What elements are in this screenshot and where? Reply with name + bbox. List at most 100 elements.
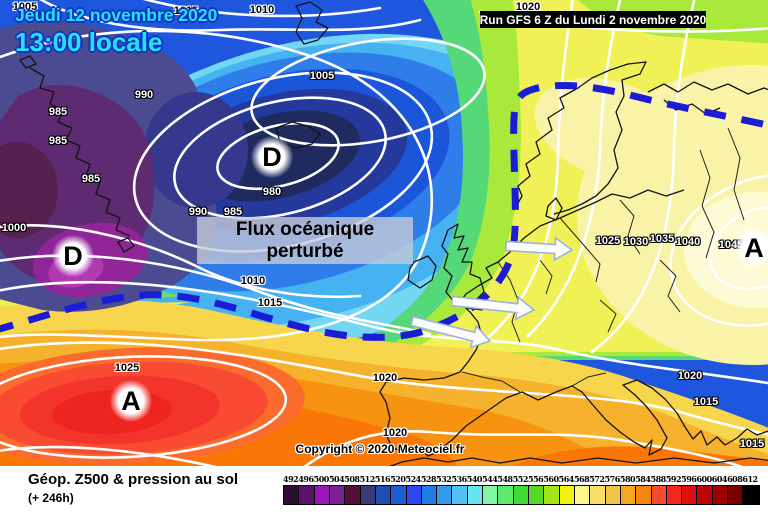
isobar-label: 990: [188, 206, 208, 218]
legend-swatch: [329, 486, 346, 504]
annotation-line2: perturbé: [266, 240, 344, 262]
legend-value: 548: [497, 474, 513, 484]
isobar-label: 1020: [677, 370, 703, 382]
isobar-label: 1035: [649, 233, 675, 245]
isobar-label: 1015: [257, 297, 283, 309]
legend-value: 572: [589, 474, 605, 484]
legend-swatch: [636, 486, 652, 504]
isobar-label: 1040: [675, 236, 701, 248]
legend-value: 552: [512, 474, 529, 484]
map-title: Géop. Z500 & pression au sol: [28, 471, 239, 488]
isobar-label: 1020: [372, 372, 398, 384]
isobar-label: 1010: [240, 275, 266, 287]
isobar-label: 1010: [249, 4, 275, 16]
legend-value: 492: [283, 474, 299, 484]
legend-swatch: [483, 486, 499, 504]
country-borders: [461, 127, 745, 393]
coastlines: [19, 1, 768, 466]
color-scale-legend: 492 496 500 504 508 512 516 520 524 528 532 536 540 5…: [283, 474, 760, 505]
isobar-label: 985: [48, 106, 68, 118]
model-run-banner: Run GFS 6 Z du Lundi 2 novembre 2020: [479, 11, 707, 28]
legend-swatch: [452, 486, 468, 504]
legend-value: 588: [650, 474, 667, 484]
isobar-label: 1015: [693, 396, 719, 408]
weather-map: 1005 1015 1010 1020 1005 990 985 985 985 980 990 98…: [0, 0, 768, 466]
flow-arrows: [409, 236, 574, 349]
isobar-label: 1005: [12, 1, 38, 13]
annotation-line1: Flux océanique: [235, 218, 375, 240]
legend-value: 608: [727, 474, 743, 484]
isobar-label: 1015: [739, 438, 765, 450]
legend-swatch: [513, 486, 529, 504]
isobar-label: 985: [81, 173, 101, 185]
isobar-label: 1025: [114, 362, 140, 374]
flow-arrow: [450, 295, 536, 321]
flow-arrow: [504, 236, 574, 262]
isobar-label: 1020: [382, 427, 408, 439]
low-pressure-center: D: [251, 136, 293, 178]
legend-swatch: [574, 486, 591, 504]
legend-value: 596: [681, 474, 697, 484]
legend-swatch: [666, 486, 683, 504]
low-pressure-center: D: [52, 235, 94, 277]
legend-value: 580: [619, 474, 636, 484]
isobar-label: 1025: [595, 235, 621, 247]
legend-value: 564: [558, 474, 575, 484]
high-pressure-center: A: [733, 227, 768, 269]
legend-swatch: [437, 486, 453, 504]
isobar-label: 1020: [515, 1, 541, 13]
isobar-label: 985: [223, 206, 243, 218]
legend-swatch: [421, 486, 438, 504]
legend-value: 528: [420, 474, 437, 484]
isobar-label: 1000: [1, 222, 27, 234]
forecast-hour: (+ 246h): [28, 491, 74, 505]
legend-swatch: [284, 486, 300, 504]
legend-swatch: [544, 486, 560, 504]
valid-time: 13:00 locale: [15, 27, 163, 57]
isobar-label: 980: [262, 186, 282, 198]
legend-value: 576: [604, 474, 621, 484]
legend-value: 504: [328, 474, 345, 484]
legend-swatch: [406, 486, 422, 504]
legend-swatch: [559, 486, 575, 504]
legend-swatch: [590, 486, 606, 504]
legend-color-swatches: [283, 485, 760, 505]
footer-panel: Géop. Z500 & pression au sol (+ 246h) 49…: [0, 466, 768, 512]
legend-value: 612: [742, 474, 758, 484]
legend-swatch: [605, 486, 621, 504]
legend-swatch: [360, 486, 376, 504]
legend-value: 592: [665, 474, 682, 484]
legend-swatch: [682, 486, 698, 504]
annotation-box: Flux océanique perturbé: [197, 217, 413, 264]
legend-value: 544: [482, 474, 498, 484]
geopotential-fill-layer: [0, 0, 768, 466]
isobar-label: 990: [134, 89, 154, 101]
copyright-text: Copyright © 2020 Meteociel.fr: [295, 442, 465, 456]
high-pressure-center: A: [110, 380, 152, 422]
legend-swatch: [375, 486, 392, 504]
legend-value: 512: [359, 474, 376, 484]
legend-value: 604: [711, 474, 728, 484]
map-art: [0, 0, 768, 466]
legend-value: 524: [405, 474, 422, 484]
legend-value: 560: [543, 474, 559, 484]
isobar-label: 1005: [309, 70, 335, 82]
legend-value: 508: [344, 474, 360, 484]
legend-value: 584: [635, 474, 651, 484]
isobar-label: 1015: [173, 5, 199, 17]
legend-swatch: [620, 486, 637, 504]
pressure-centers-layer: D D A A: [52, 136, 768, 422]
legend-value: 532: [436, 474, 452, 484]
legend-swatch: [743, 486, 759, 504]
legend-swatch: [391, 486, 407, 504]
legend-value-labels: 492 496 500 504 508 512 516 520 524 528 532 536 540 5…: [283, 474, 759, 484]
valid-date: Jeudi 12 novembre 2020: [15, 5, 218, 25]
legend-swatch: [345, 486, 361, 504]
legend-value: 556: [528, 474, 544, 484]
legend-value: 540: [466, 474, 483, 484]
legend-value: 568: [573, 474, 590, 484]
legend-value: 496: [298, 474, 314, 484]
flow-arrow: [409, 315, 492, 349]
valid-date-block: Jeudi 12 novembre 2020 13:00 locale: [15, 5, 217, 58]
